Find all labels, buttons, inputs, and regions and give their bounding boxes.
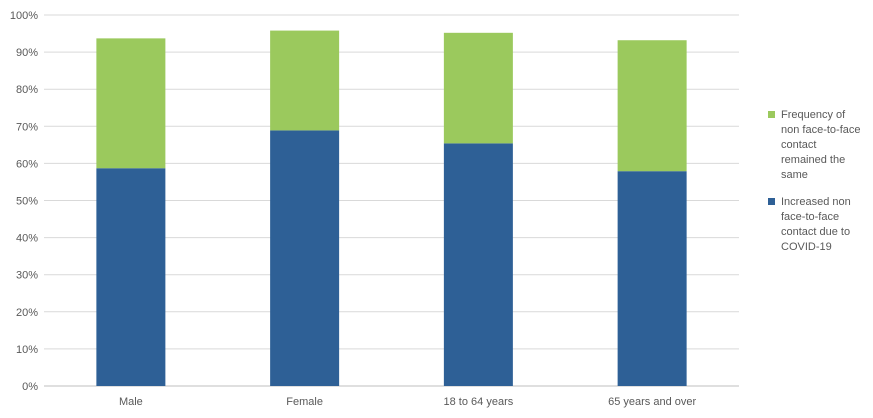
y-tick-label: 70% [16,121,38,133]
y-tick-label: 10% [16,344,38,356]
bar-increased-1 [270,130,340,386]
legend-entry: Frequency of non face-to-face contact remai… [781,109,861,181]
y-tick-label: 90% [16,47,38,59]
y-tick-label: 80% [16,84,38,96]
y-tick-label: 20% [16,307,38,319]
bar-same-3 [617,40,687,172]
bars [96,30,687,386]
legend-swatch [768,198,775,205]
y-tick-label: 60% [16,158,38,170]
x-category-label: 65 years and over [608,396,696,408]
legend-entry: Increased non face-to-face contact due to C… [781,196,851,253]
bar-same-0 [96,38,166,169]
x-category-label: Male [119,396,143,408]
x-category-label: 18 to 64 years [444,396,514,408]
y-tick-label: 50% [16,196,38,208]
y-axis-tick-labels: 0% 10% 20% 30% 40% 50% 60% 70% 80% 90% 100% [10,10,38,393]
bar-increased-2 [443,143,513,386]
x-axis-category-labels: Male Female 18 to 64 years 65 years and ove… [119,396,697,408]
y-tick-label: 100% [10,10,38,22]
legend: Frequency of non face-to-face contact remai… [768,109,861,253]
legend-swatch [768,111,775,118]
x-category-label: Female [286,396,323,408]
bar-same-2 [443,32,513,144]
bar-increased-0 [96,168,166,386]
y-tick-label: 0% [22,381,38,393]
bar-same-1 [270,30,340,131]
bar-increased-3 [617,171,687,386]
y-tick-label: 40% [16,233,38,245]
y-tick-label: 30% [16,270,38,282]
